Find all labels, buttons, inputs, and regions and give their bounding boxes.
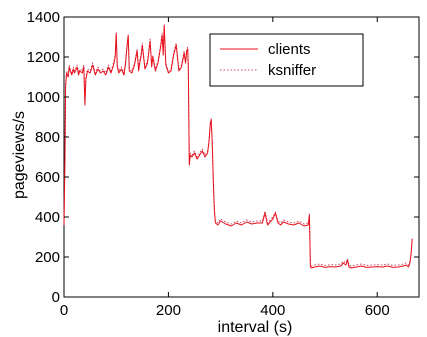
plot-border bbox=[63, 16, 420, 298]
y-tick-label: 1200 bbox=[27, 49, 60, 66]
x-tick-label: 200 bbox=[156, 302, 181, 319]
axis-ticks: 0 200 400 600 0 200 400 600 800 1000 1200 1400 bbox=[27, 9, 419, 319]
legend-label-ksniffer: ksniffer bbox=[268, 62, 316, 79]
y-tick-label: 400 bbox=[35, 209, 60, 226]
x-axis-label: interval (s) bbox=[218, 319, 293, 336]
plot-area bbox=[63, 16, 420, 298]
y-tick-label: 1000 bbox=[27, 89, 60, 106]
series-lines bbox=[63, 24, 413, 269]
y-axis-label: pageviews/s bbox=[11, 111, 28, 199]
y-tick-label: 0 bbox=[52, 289, 60, 306]
series-line-clients bbox=[63, 24, 413, 269]
x-tick-label: 600 bbox=[365, 302, 390, 319]
legend-box bbox=[209, 33, 364, 87]
legend-label-clients: clients bbox=[268, 41, 311, 58]
x-tick-label: 0 bbox=[60, 302, 68, 319]
legend: clients ksniffer bbox=[209, 33, 364, 87]
y-tick-label: 800 bbox=[35, 129, 60, 146]
y-tick-label: 1400 bbox=[27, 9, 60, 26]
x-tick-label: 400 bbox=[260, 302, 285, 319]
y-tick-label: 200 bbox=[35, 249, 60, 266]
y-tick-label: 600 bbox=[35, 169, 60, 186]
